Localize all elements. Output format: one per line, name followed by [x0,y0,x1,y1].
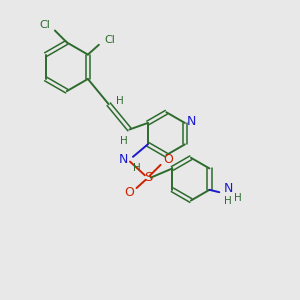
Text: N: N [224,182,233,195]
Text: Cl: Cl [104,35,115,45]
Text: O: O [124,186,134,199]
Text: H: H [120,136,128,146]
Text: N: N [187,115,196,128]
Text: H: H [133,163,141,172]
Text: O: O [163,153,173,166]
Text: H: H [116,96,124,106]
Text: N: N [119,153,128,166]
Text: H: H [234,193,242,202]
Text: Cl: Cl [40,20,50,30]
Text: H: H [224,196,232,206]
Text: S: S [144,171,152,184]
